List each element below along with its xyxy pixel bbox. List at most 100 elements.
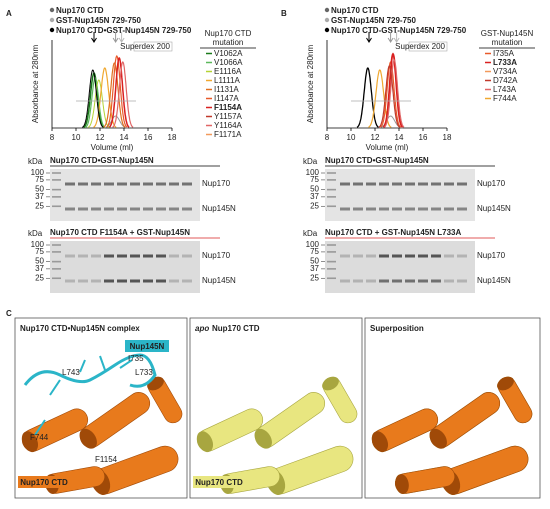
helix-end: [497, 376, 514, 391]
gel: [325, 241, 475, 293]
lane-band: [392, 254, 402, 258]
helix-end: [21, 431, 39, 453]
lane-band: [444, 279, 454, 283]
view-title: Nup170 CTD: [212, 324, 260, 333]
marker-band: [327, 205, 336, 208]
marker-band: [52, 251, 61, 253]
residue-label: L733: [135, 368, 153, 377]
panel-label: B: [281, 9, 287, 18]
legend-text: Nup170 CTD: [56, 6, 104, 15]
lane-band: [379, 207, 389, 211]
marker-label: 50: [35, 257, 44, 266]
marker-label: 100: [31, 240, 45, 249]
lane-band: [418, 254, 428, 258]
lane-band: [431, 279, 441, 283]
marker-band: [52, 172, 61, 174]
marker-label: 100: [306, 240, 320, 249]
lane-band: [130, 254, 140, 258]
lane-band: [444, 207, 454, 211]
helix: [395, 466, 455, 494]
lane-band: [340, 254, 350, 258]
helix-end: [322, 376, 339, 391]
marker-band: [52, 188, 61, 191]
lane-band: [169, 279, 179, 283]
lane-band: [379, 279, 389, 283]
helix-body: [429, 392, 501, 448]
lane-band: [405, 279, 415, 283]
domain-label: Nup170 CTD: [195, 478, 243, 487]
marker-band: [52, 205, 61, 208]
arrow: [366, 32, 372, 43]
lane-band: [340, 279, 350, 283]
gel-title: Nup170 CTD F1154A + GST-Nup145N: [50, 228, 190, 237]
arrow: [387, 32, 394, 43]
band-label: Nup145N: [202, 276, 236, 285]
marker-label: 37: [310, 264, 319, 273]
gel-title: Nup170 CTD•GST-Nup145N: [50, 156, 154, 165]
lane-band: [65, 254, 75, 258]
elution-curve: [378, 65, 401, 128]
x-tick-label: 16: [419, 133, 428, 142]
helix-body: [371, 408, 439, 452]
lane-band: [340, 207, 350, 211]
lane-band: [156, 279, 166, 283]
kda-label: kDa: [303, 157, 318, 166]
mutation: I1147A: [214, 94, 239, 103]
elution-curve: [106, 54, 128, 128]
lane-band: [392, 279, 402, 283]
marker-label: 75: [35, 175, 44, 184]
lane-band: [104, 207, 114, 211]
y-axis-label: Absorbance at 280nm: [31, 45, 40, 124]
marker-label: 25: [310, 201, 319, 210]
x-axis-label: Volume (ml): [366, 143, 409, 152]
helix: [322, 376, 358, 424]
marker-label: 37: [310, 192, 319, 201]
lane-band: [130, 207, 140, 211]
x-tick-label: 14: [395, 133, 404, 142]
mutation: L1111A: [214, 76, 240, 85]
elution-curve: [112, 61, 134, 128]
lane-band: [405, 254, 415, 258]
marker-band: [52, 179, 61, 181]
lane-band: [457, 207, 467, 211]
marker-band: [327, 251, 336, 253]
marker-label: 100: [31, 168, 45, 177]
lane-band: [78, 207, 88, 211]
x-tick-label: 18: [168, 133, 177, 142]
mutation: Y1157A: [214, 112, 243, 121]
lane-band: [379, 182, 389, 186]
elution-curve: [103, 62, 126, 128]
lane-band: [156, 254, 166, 258]
gel-title: Nup170 CTD•GST-Nup145N: [325, 156, 429, 165]
lane-band: [418, 207, 428, 211]
lane-band: [392, 207, 402, 211]
helix: [79, 392, 151, 449]
marker-label: 50: [310, 185, 319, 194]
lane-band: [117, 207, 127, 211]
marker-label: 25: [310, 273, 319, 282]
lane-band: [117, 182, 127, 186]
column-box: [133, 41, 173, 52]
marker-band: [327, 196, 336, 198]
lane-band: [143, 254, 153, 258]
lane-band: [457, 279, 467, 283]
lane-band: [65, 182, 75, 186]
mutation: L743A: [493, 85, 517, 94]
elution-curve: [81, 69, 104, 128]
list-header: mutation: [213, 38, 244, 47]
x-tick-label: 12: [371, 133, 380, 142]
residue-label: F1154: [95, 455, 118, 464]
helix: [429, 392, 501, 449]
mutation: V1062A: [214, 49, 243, 58]
band-label: Nup145N: [477, 276, 511, 285]
helix-end: [429, 428, 447, 449]
marker-band: [52, 277, 61, 280]
legend-text: Nup170 CTD: [331, 6, 379, 15]
list-header: GST-Nup145N: [481, 29, 534, 38]
lane-band: [457, 182, 467, 186]
mutation: V734A: [493, 67, 518, 76]
lane-band: [405, 182, 415, 186]
residue-label: I735: [128, 354, 144, 363]
elution-curve: [383, 59, 405, 128]
legend-bullet: [49, 7, 55, 13]
